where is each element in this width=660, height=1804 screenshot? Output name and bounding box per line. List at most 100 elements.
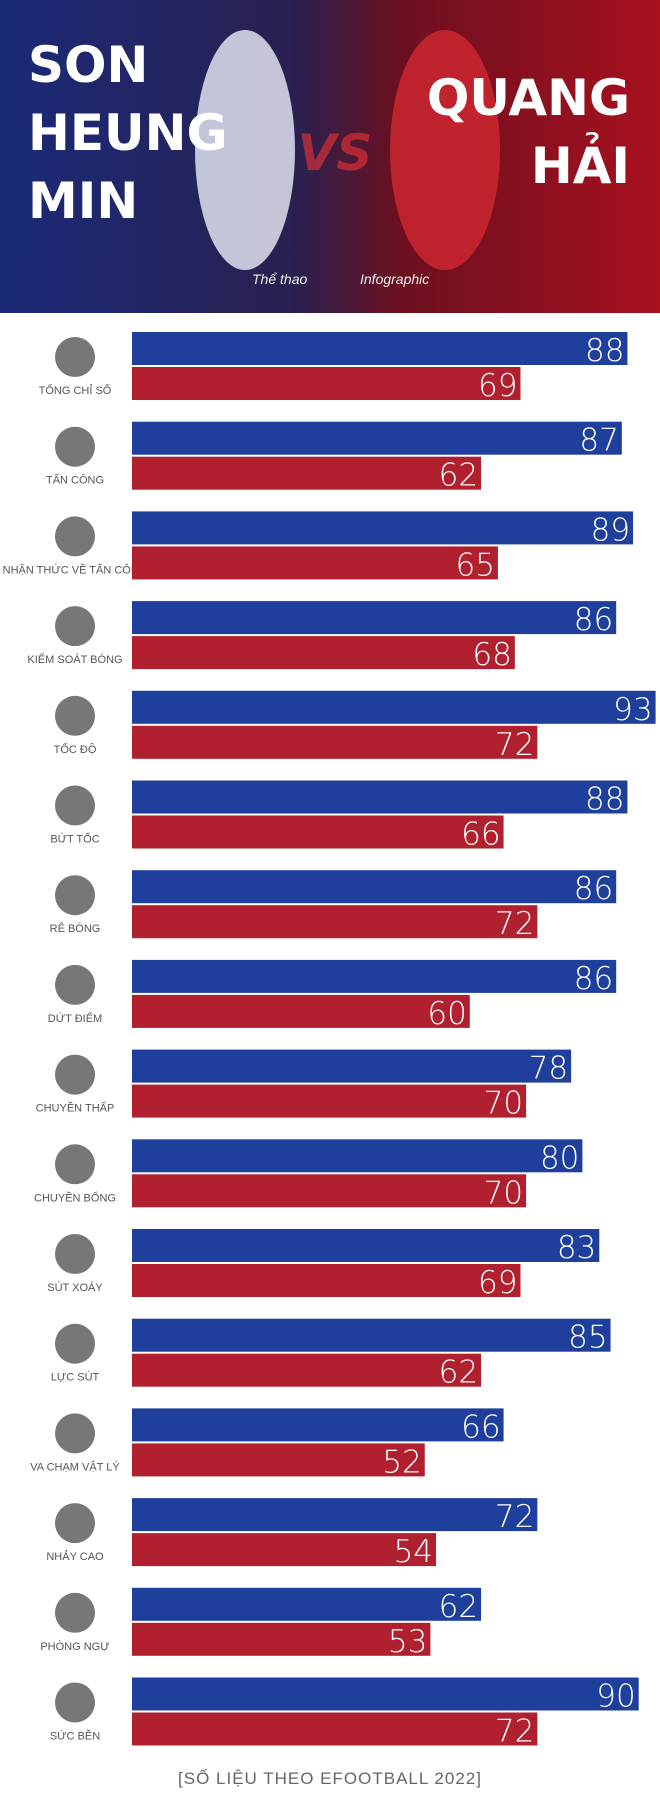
value-label: 60 [427,996,466,1032]
value-label: 62 [439,458,478,494]
value-label: 70 [484,1086,523,1122]
value-label: 72 [495,727,534,763]
category-icon [55,695,95,736]
bar [132,1622,431,1656]
category-icon [55,1144,95,1185]
player-name: SON HEUNG MIN [28,36,228,230]
category-label: KIỂM SOÁT BÓNG [27,653,122,666]
bar [132,1049,572,1083]
value-label: 72 [495,1499,534,1535]
bar [132,1498,538,1532]
value-label: 93 [613,692,652,728]
category-label: NHẢY CAO [46,1550,104,1563]
category-label: TỐC ĐỘ [54,742,97,756]
bar [132,725,538,759]
value-label: 66 [461,817,500,853]
category-icon [55,1503,95,1544]
bar [132,1353,482,1387]
bar [132,905,538,939]
bar [132,1229,600,1262]
bar [132,1408,504,1442]
category-label: RÊ BÓNG [50,922,101,935]
subtitle-left: Thể thao [252,271,307,287]
bar [132,1587,482,1621]
value-label: 72 [495,906,534,942]
category-label: DỨT ĐIỂM [48,1012,102,1025]
bar [132,511,634,545]
category-icon [55,337,95,377]
value-label: 52 [382,1444,421,1480]
value-label: 85 [568,1320,607,1356]
bar [132,815,504,849]
bar [132,780,628,814]
value-label: 69 [478,368,517,404]
category-label: SÚT XOÁY [47,1281,103,1294]
value-label: 68 [472,637,511,673]
bar [132,1318,611,1352]
bar [132,546,498,580]
value-label: 90 [596,1679,635,1715]
category-label: TỔNG CHỈ SỐ [39,383,112,397]
value-label: 80 [540,1140,579,1176]
value-label: 62 [439,1589,478,1625]
category-label: BỨT TỐC [50,832,99,846]
value-label: 88 [585,333,624,369]
vs-text: VS [298,124,373,182]
value-label: 69 [478,1265,517,1301]
category-icon [55,1234,95,1274]
value-label: 86 [574,871,613,907]
player-left-image [195,30,295,270]
value-label: 89 [591,512,630,548]
value-label: 54 [394,1534,433,1570]
category-label: NHẬN THỨC VỀ TẤN CÔNG [3,563,148,576]
value-label: 70 [484,1175,523,1211]
bar [132,456,482,490]
bar [132,870,617,904]
bar [132,1084,527,1118]
bar [132,994,470,1028]
category-label: CHUYỀN THẤP [36,1102,115,1115]
bar [132,1443,425,1477]
category-label: LỰC SÚT [51,1371,100,1384]
bar [132,1712,538,1746]
category-icon [55,1323,95,1364]
value-label: 78 [529,1051,568,1087]
category-icon [55,1413,95,1454]
category-icon [55,964,95,1005]
category-icon [55,785,95,826]
value-label: 72 [495,1714,534,1750]
header-background [0,0,660,313]
bar [132,1533,437,1567]
category-label: CHUYỀN BỔNG [34,1191,116,1204]
category-label: SỨC BỀN [50,1730,100,1743]
player-right-image [390,30,500,270]
value-label: 88 [585,782,624,818]
value-label: 62 [439,1355,478,1391]
bar [132,636,515,670]
footer-note: [SỐ LIỆU THEO EFOOTBALL 2022] [178,1768,482,1788]
bar [132,959,617,993]
category-label: PHÒNG NGỰ [40,1640,109,1653]
bar [132,1139,583,1173]
category-icon [55,426,95,467]
bar [132,332,628,365]
bar [132,367,521,400]
player-name: QUANG HẢI [427,69,630,195]
category-icon [55,516,95,557]
value-label: 53 [388,1624,427,1660]
category-icon [55,1592,95,1633]
bar [132,1677,639,1711]
category-icon [55,875,95,916]
value-label: 65 [455,547,494,583]
category-icon [55,606,95,647]
subtitle-right: Infographic [360,271,429,287]
value-label: 83 [557,1230,596,1266]
bar [132,1264,521,1297]
category-label: VA CHẠM VẬT LÝ [30,1460,120,1473]
value-label: 66 [461,1409,500,1445]
value-label: 87 [579,423,618,459]
value-label: 86 [574,602,613,638]
category-icon [55,1682,95,1723]
bar [132,1174,527,1208]
